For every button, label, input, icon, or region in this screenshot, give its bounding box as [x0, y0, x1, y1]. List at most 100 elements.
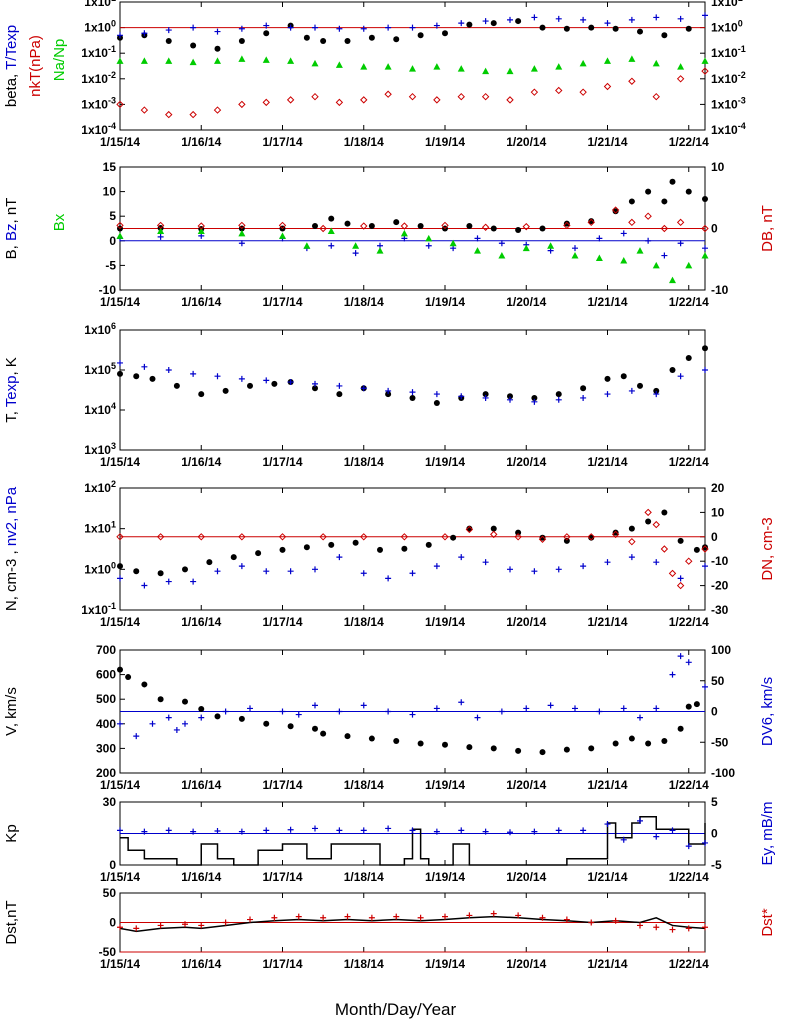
data-point	[312, 24, 318, 31]
y-axis-label: N, cm-3 , nv2, nPa	[3, 486, 20, 611]
data-point	[417, 223, 424, 230]
x-tick-label: 1/20/14	[506, 455, 546, 469]
data-point	[677, 240, 684, 247]
data-point	[433, 828, 440, 835]
series-2	[117, 817, 708, 850]
data-point	[360, 702, 367, 709]
data-point	[612, 529, 619, 536]
x-tick-label: 1/18/14	[344, 455, 384, 469]
data-point	[620, 230, 627, 237]
data-point	[628, 55, 636, 62]
data-point	[368, 223, 375, 230]
data-point	[238, 828, 245, 835]
x-tick-label: 1/21/14	[587, 295, 627, 309]
y-axis-label-inner: Na/Np	[51, 39, 68, 82]
data-point	[133, 925, 140, 932]
data-point	[117, 720, 123, 727]
data-point	[425, 541, 432, 548]
data-point	[141, 30, 148, 37]
y-tick-label: 1x102	[84, 479, 116, 495]
data-point	[612, 208, 619, 215]
data-point	[482, 394, 489, 401]
y-tick-label-right: 1x10-3	[711, 95, 746, 111]
data-point	[555, 86, 563, 95]
data-point	[580, 385, 587, 392]
x-tick-label: 1/19/14	[425, 957, 465, 971]
data-point	[466, 525, 473, 532]
x-tick-label: 1/18/14	[344, 295, 384, 309]
data-point	[645, 518, 652, 525]
data-point	[263, 30, 270, 37]
data-point	[677, 537, 684, 544]
series-2	[117, 12, 708, 39]
x-tick-label: 1/22/14	[669, 455, 709, 469]
data-point	[433, 391, 440, 398]
y-tick-label: 600	[96, 668, 116, 682]
panel-5	[117, 649, 708, 774]
data-point	[295, 711, 302, 718]
data-point	[701, 224, 709, 233]
data-point	[157, 233, 164, 240]
x-tick-label: 1/17/14	[262, 870, 302, 884]
data-point	[376, 247, 384, 254]
y-axis-label: T, Texp, K	[3, 357, 20, 423]
x-tick-label: 1/22/14	[669, 778, 709, 792]
data-point	[669, 827, 676, 834]
data-point	[279, 546, 286, 553]
data-point	[628, 218, 636, 227]
data-point	[336, 708, 343, 715]
y-tick-label-right: 1x100	[711, 19, 743, 35]
x-tick-label: 1/18/14	[344, 778, 384, 792]
data-point	[312, 725, 318, 732]
x-tick-label: 1/22/14	[669, 615, 709, 629]
data-point	[563, 533, 571, 541]
data-point	[588, 919, 595, 926]
data-point	[653, 559, 660, 566]
data-point	[661, 198, 668, 205]
data-point	[255, 550, 262, 557]
y-tick-label-right: 5	[711, 795, 718, 809]
data-point	[312, 223, 318, 230]
data-point	[352, 250, 359, 257]
data-point	[344, 913, 351, 920]
data-point	[693, 546, 700, 553]
data-point	[620, 373, 627, 380]
data-point	[335, 98, 344, 107]
data-point	[117, 359, 123, 366]
data-point	[676, 218, 685, 227]
data-point	[117, 575, 123, 582]
data-point	[311, 92, 319, 101]
data-point	[156, 533, 165, 541]
data-point	[417, 740, 424, 747]
data-point	[563, 220, 570, 227]
data-point	[652, 520, 660, 529]
data-point	[580, 394, 587, 401]
y-axis-label: Kp	[3, 824, 20, 842]
series-4	[116, 206, 709, 233]
data-point	[702, 839, 708, 846]
data-point	[336, 391, 343, 398]
data-point	[344, 733, 351, 740]
panel-2	[116, 166, 709, 291]
data-point	[653, 14, 660, 21]
series-line	[120, 815, 706, 866]
data-point	[498, 240, 505, 247]
data-point	[182, 720, 188, 727]
data-point	[278, 533, 287, 541]
data-point	[701, 67, 709, 75]
data-point	[312, 385, 318, 392]
data-point	[409, 389, 416, 396]
x-tick-label: 1/15/14	[100, 615, 140, 629]
data-point	[515, 912, 522, 919]
y-axis-label: Dst,nT	[3, 900, 20, 944]
data-point	[660, 545, 669, 553]
data-point	[603, 82, 612, 91]
data-point	[588, 218, 595, 225]
data-point	[214, 45, 221, 52]
y-tick-label: 0	[109, 234, 116, 248]
x-tick-label: 1/15/14	[100, 778, 140, 792]
data-point	[669, 671, 676, 678]
data-point	[507, 396, 513, 403]
data-point	[328, 541, 335, 548]
data-point	[368, 914, 375, 921]
